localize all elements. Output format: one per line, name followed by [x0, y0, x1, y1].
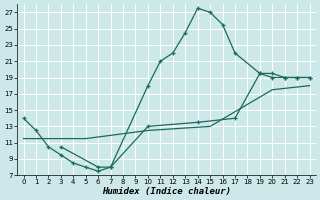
- X-axis label: Humidex (Indice chaleur): Humidex (Indice chaleur): [102, 187, 231, 196]
